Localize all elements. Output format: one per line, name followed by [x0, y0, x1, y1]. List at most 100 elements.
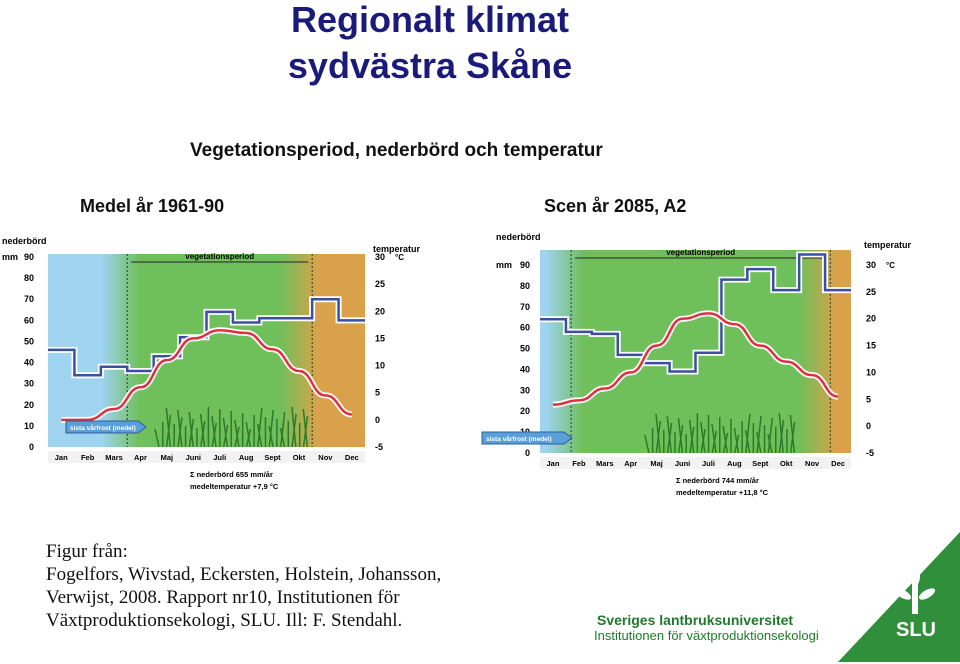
- figure-caption: Figur från: Fogelfors, Wivstad, Eckerste…: [46, 540, 441, 632]
- right-axis-tick-20: 20: [866, 314, 876, 324]
- month-label-apr: Apr: [134, 453, 147, 462]
- caption-line-4: Växtproduktionsekologi, SLU. Ill: F. Ste…: [46, 610, 403, 631]
- grass-blade: [165, 407, 172, 448]
- grass-blade: [767, 433, 773, 454]
- left-axis-tick-0: 0: [525, 448, 530, 458]
- temperature-annotation: medeltemperatur +7,9 °C: [190, 482, 279, 491]
- left-axis-tick-50: 50: [520, 344, 530, 354]
- month-label-juni: Juni: [186, 453, 201, 462]
- grass-blade: [154, 428, 160, 448]
- left-axis-tick-90: 90: [24, 252, 34, 262]
- vegetation-period-label: vegetationsperiod: [185, 252, 254, 261]
- department-name: Institutionen för växtproduktionsekologi: [594, 628, 819, 643]
- left-axis-tick-20: 20: [24, 400, 34, 410]
- slu-logo: SLU: [838, 532, 960, 662]
- left-axis-tick-40: 40: [520, 364, 530, 374]
- grass-blade: [177, 409, 183, 448]
- left-axis-tick-30: 30: [520, 385, 530, 395]
- grass-blade: [222, 417, 229, 448]
- slu-leaf-icon: [894, 566, 936, 614]
- grass-blade: [744, 429, 751, 454]
- vegetation-period-label: vegetationsperiod: [666, 248, 735, 257]
- grass-blade: [688, 419, 695, 454]
- right-axis-tick-minus5: -5: [375, 442, 383, 452]
- right-axis-tick-15: 15: [375, 333, 385, 343]
- left-axis-tick-30: 30: [24, 379, 34, 389]
- grass-blade: [711, 423, 717, 454]
- frost-arrow-2: [481, 431, 573, 445]
- grass-blade: [733, 427, 740, 454]
- right-axis-tick-30: 30: [375, 252, 385, 262]
- month-label-okt: Okt: [780, 459, 793, 468]
- caption-line-3: Verwijst, 2008. Rapport nr10, Institutio…: [46, 587, 400, 608]
- grass-blade: [745, 413, 751, 454]
- right-axis-label: temperatur: [864, 240, 912, 250]
- left-axis-tick-40: 40: [24, 358, 34, 368]
- grass-blade: [279, 411, 286, 448]
- precipitation-series-line: [540, 253, 851, 373]
- page-subtitle: Vegetationsperiod, nederbörd och tempera…: [190, 140, 603, 161]
- right-axis-unit: °C: [886, 261, 895, 270]
- left-axis-tick-0: 0: [29, 442, 34, 452]
- right-axis-tick-30: 30: [866, 260, 876, 270]
- right-axis-tick-10: 10: [866, 367, 876, 377]
- month-label-jan: Jan: [546, 459, 559, 468]
- month-label-feb: Feb: [572, 459, 586, 468]
- month-axis-bar: [48, 451, 365, 463]
- month-label-mars: Mars: [596, 459, 614, 468]
- grass-blade: [666, 415, 672, 454]
- precipitation-annotation: Σ nederbörd 744 mm/år: [676, 476, 759, 485]
- temperature-series-line: [552, 312, 839, 406]
- month-label-sept: Sept: [752, 459, 769, 468]
- month-label-nov: Nov: [318, 453, 333, 462]
- grass-blade: [199, 413, 206, 448]
- frost-label: sista vårfrost (medel): [486, 435, 552, 443]
- panel-title-right: Scen år 2085, A2: [544, 196, 687, 216]
- right-axis-unit: °C: [395, 253, 404, 262]
- grass-blade: [291, 406, 297, 448]
- grass-blade: [245, 421, 251, 448]
- left-axis-label: nederbörd: [496, 232, 541, 242]
- grass-blade: [211, 415, 217, 448]
- grass-blade: [256, 423, 263, 448]
- month-label-sept: Sept: [264, 453, 281, 462]
- month-label-juni: Juni: [675, 459, 690, 468]
- grass-blade: [722, 425, 728, 454]
- climate-chart-2085-a2: vegetationsperiodnederbördmm010203040506…: [481, 232, 912, 497]
- grass-blade: [677, 417, 684, 454]
- frost-label: sista vårfrost (medel): [70, 424, 136, 432]
- left-axis-tick-90: 90: [520, 260, 530, 270]
- month-label-nov: Nov: [805, 459, 820, 468]
- frost-arrow-1: [65, 420, 147, 434]
- slu-logo-triangle: [838, 532, 960, 662]
- slu-logo-text: SLU: [896, 619, 936, 641]
- grass-blade: [268, 425, 274, 448]
- left-axis-unit: mm: [2, 252, 18, 262]
- climate-chart-1961-90: vegetationsperiodnederbördmm010203040506…: [2, 236, 421, 491]
- grass-blade: [789, 414, 796, 454]
- right-axis-tick-5: 5: [375, 388, 380, 398]
- left-axis-unit: mm: [496, 260, 512, 270]
- university-name: Sveriges lantbruksuniversitet: [597, 612, 794, 628]
- left-axis-tick-50: 50: [24, 336, 34, 346]
- right-axis-tick-0: 0: [375, 415, 380, 425]
- month-axis-bar: [540, 457, 851, 469]
- grass-blade: [767, 417, 774, 454]
- panel-title-left: Medel år 1961-90: [80, 196, 225, 216]
- grass-blade: [268, 409, 275, 448]
- month-label-mars: Mars: [105, 453, 123, 462]
- caption-line-1: Figur från:: [46, 541, 128, 562]
- month-label-dec: Dec: [345, 453, 359, 462]
- month-label-feb: Feb: [81, 453, 95, 462]
- right-axis-label: temperatur: [373, 244, 421, 254]
- left-axis-label: nederbörd: [2, 236, 47, 246]
- page-title-line1: Regionalt klimat: [290, 0, 570, 40]
- month-label-jan: Jan: [55, 453, 68, 462]
- precipitation-annotation: Σ nederbörd 655 mm/år: [190, 470, 273, 479]
- grass-blade: [257, 407, 263, 448]
- temperature-series-line: [61, 329, 352, 422]
- grass-blade: [700, 421, 706, 454]
- grass-blade: [302, 408, 309, 448]
- grass-blade: [756, 431, 762, 454]
- grass-blade: [644, 434, 650, 454]
